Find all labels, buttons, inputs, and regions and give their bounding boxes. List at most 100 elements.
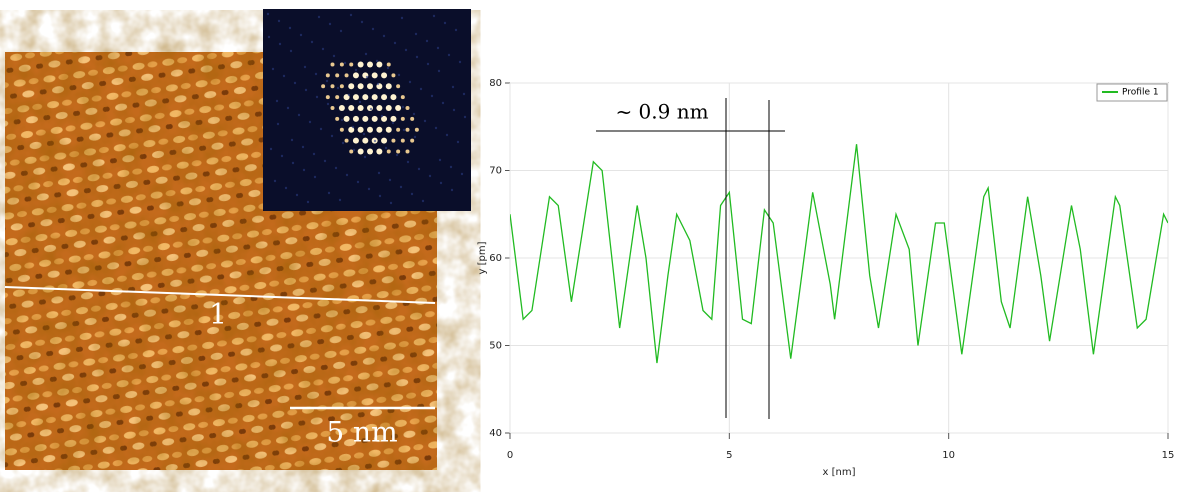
fft-spot: [357, 83, 364, 90]
fft-noise: [301, 145, 305, 149]
y-tick-label: 70: [489, 166, 502, 177]
fft-noise: [360, 20, 364, 24]
fft-spot: [344, 138, 349, 143]
fft-noise: [364, 52, 368, 56]
fft-spot: [352, 94, 359, 101]
fft-noise: [317, 15, 321, 19]
fft-noise: [312, 152, 316, 156]
fft-spot: [385, 83, 392, 90]
fft-spot: [396, 84, 401, 89]
fft-noise: [269, 147, 273, 151]
fft-spot: [330, 62, 335, 67]
fft-noise: [336, 86, 340, 90]
fft-noise: [341, 141, 345, 145]
fft-spot: [410, 138, 415, 143]
fft-noise: [447, 53, 451, 57]
fft-spot: [352, 115, 359, 122]
fft-noise: [415, 55, 419, 59]
fft-noise: [373, 139, 377, 143]
fft-noise: [441, 101, 445, 105]
fft-noise: [375, 59, 379, 63]
fft-spot: [362, 137, 369, 144]
fft-spot: [396, 149, 401, 154]
fft-noise: [358, 100, 362, 104]
fft-spot: [352, 137, 359, 144]
y-tick-label: 40: [489, 428, 502, 439]
x-tick-label: 10: [942, 450, 955, 461]
fft-noise: [400, 16, 404, 20]
fft-spot: [371, 115, 378, 122]
fft-spot: [357, 126, 364, 133]
fft-spot: [357, 61, 364, 68]
fft-spot: [371, 94, 378, 101]
fft-noise: [306, 200, 310, 204]
fft-noise: [384, 146, 388, 150]
fft-spot: [385, 105, 392, 111]
fft-spot: [348, 126, 355, 133]
fft-spot: [325, 95, 330, 100]
fft-spot: [376, 126, 383, 133]
fft-noise: [376, 82, 380, 86]
fft-noise: [413, 135, 417, 139]
fft-spot: [325, 73, 330, 78]
fft-noise: [428, 174, 432, 178]
fft-noise: [347, 93, 351, 97]
fft-spot: [391, 138, 396, 143]
fft-noise: [377, 171, 381, 175]
fft-spot: [362, 94, 369, 101]
fft-noise: [414, 32, 418, 36]
fft-spot: [371, 72, 378, 79]
fft-noise: [456, 140, 460, 144]
fft-spot: [349, 62, 354, 67]
fft-noise: [284, 186, 288, 190]
fft-noise: [302, 168, 306, 172]
fft-spot: [400, 116, 405, 121]
fft-noise: [417, 167, 421, 171]
fft-noise: [291, 161, 295, 165]
fft-spot: [321, 84, 326, 89]
fft-spot: [343, 115, 350, 122]
profile-line: [510, 144, 1168, 364]
fft-spot: [400, 138, 405, 143]
fft-noise: [277, 19, 281, 23]
fft-noise: [327, 191, 331, 195]
fft-noise: [332, 54, 336, 58]
fft-noise: [308, 120, 312, 124]
fft-noise: [386, 66, 390, 70]
fft-spot: [335, 73, 340, 78]
fft-spot: [381, 137, 388, 144]
fft-noise: [349, 13, 353, 17]
legend-label: Profile 1: [1122, 88, 1159, 98]
fft-noise: [290, 138, 294, 142]
fft-spot: [339, 62, 344, 67]
fft-spot: [344, 73, 349, 78]
fft-noise: [434, 126, 438, 130]
fft-noise: [430, 94, 434, 98]
fft-noise: [271, 67, 275, 71]
fft-noise: [462, 92, 466, 96]
fft-noise: [451, 85, 455, 89]
fft-spot: [381, 115, 388, 122]
fft-noise: [423, 119, 427, 123]
fft-noise: [321, 47, 325, 51]
x-axis-label: x [nm]: [823, 467, 856, 478]
fft-spot: [410, 116, 415, 121]
fft-spot: [335, 116, 340, 121]
fft-noise: [404, 48, 408, 52]
fft-noise: [319, 127, 323, 131]
fft-noise: [343, 61, 347, 65]
fft-spot: [367, 83, 373, 90]
x-tick-label: 0: [507, 450, 513, 461]
fft-noise: [419, 87, 423, 91]
fft-noise: [378, 194, 382, 198]
fft-noise: [293, 81, 297, 85]
fft-spot: [405, 149, 410, 154]
fft-spot: [335, 95, 340, 100]
fft-spot: [386, 149, 391, 154]
fft-noise: [365, 75, 369, 79]
fft-noise: [458, 60, 462, 64]
fft-spot: [395, 105, 402, 111]
fft-noise: [397, 73, 401, 77]
fft-spot: [352, 72, 359, 79]
